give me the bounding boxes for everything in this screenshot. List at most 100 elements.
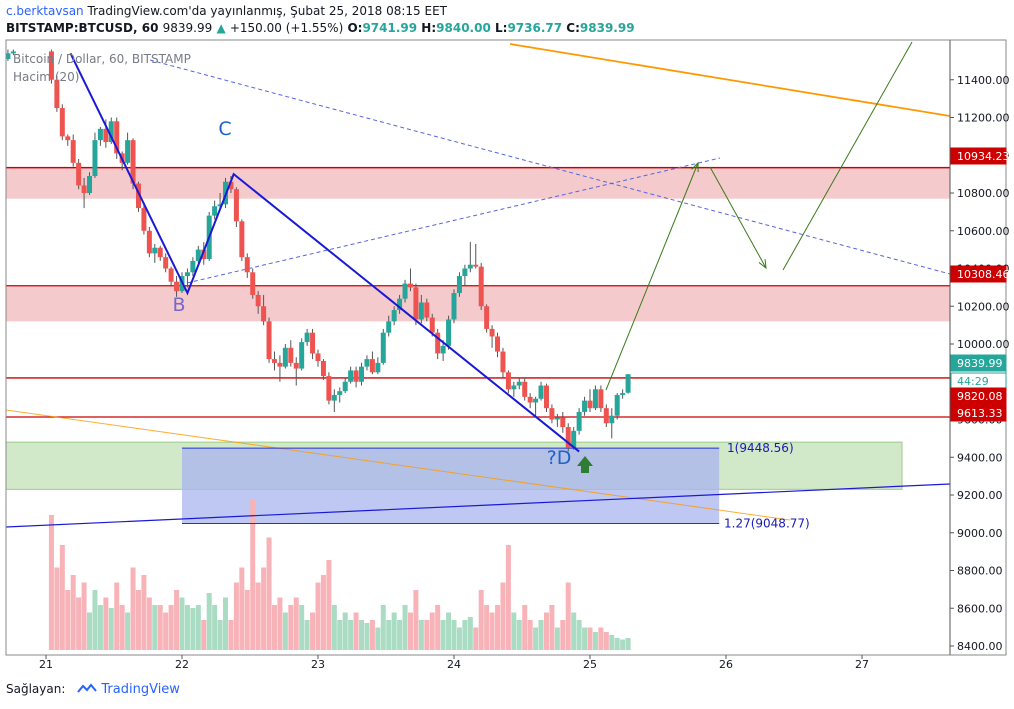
candle bbox=[190, 257, 196, 277]
candle bbox=[331, 389, 337, 412]
candle bbox=[402, 279, 408, 303]
plot-area: B C ?D 1(9448.56) 1.27(9048.77) bbox=[6, 41, 950, 650]
volume-bar bbox=[337, 620, 343, 650]
candle bbox=[489, 325, 495, 348]
candle-body bbox=[108, 121, 114, 143]
candle-body bbox=[304, 332, 310, 343]
volume-bar bbox=[424, 620, 430, 650]
candle-body bbox=[6, 53, 11, 59]
volume-bar bbox=[473, 627, 479, 650]
candle bbox=[157, 245, 163, 261]
candle bbox=[59, 104, 65, 141]
candle bbox=[233, 187, 239, 227]
brand-link[interactable]: TradingView bbox=[101, 681, 180, 697]
footer: Sağlayan: TradingView bbox=[6, 680, 180, 698]
volume-bar bbox=[195, 605, 201, 650]
candle bbox=[484, 304, 490, 333]
candle-body bbox=[473, 264, 479, 267]
candle-body bbox=[103, 128, 109, 143]
candle-body bbox=[195, 249, 201, 261]
candle bbox=[543, 383, 549, 412]
candle bbox=[168, 266, 174, 286]
candle bbox=[587, 389, 593, 412]
projection-arrow-down-head bbox=[758, 258, 767, 270]
tradingview-logo-icon bbox=[77, 683, 98, 693]
x-tick-label: 21 bbox=[39, 658, 53, 671]
candle-body bbox=[571, 430, 577, 448]
candle-body bbox=[495, 336, 501, 352]
candle-body bbox=[184, 272, 190, 277]
y-tick-label: 9400.00 bbox=[957, 451, 1003, 464]
candle bbox=[65, 134, 71, 146]
candle bbox=[87, 172, 93, 195]
candle-body bbox=[456, 276, 462, 294]
candle bbox=[467, 242, 473, 273]
candle bbox=[391, 306, 397, 326]
volume-bar bbox=[516, 620, 522, 650]
volume-bar bbox=[500, 582, 506, 650]
volume-bar bbox=[391, 612, 397, 650]
volume-bar bbox=[582, 627, 588, 650]
volume-bar bbox=[348, 620, 354, 650]
candle bbox=[315, 349, 321, 367]
volume-bar bbox=[304, 620, 310, 650]
candle bbox=[184, 268, 190, 288]
price-axis-label: 9820.08 bbox=[957, 390, 1003, 403]
zone-blue-3 bbox=[182, 448, 720, 524]
volume-bar bbox=[277, 597, 283, 650]
volume-bar bbox=[174, 590, 180, 650]
volume-bar bbox=[288, 605, 294, 650]
y-tick-label: 9000.00 bbox=[957, 527, 1003, 540]
candle bbox=[380, 328, 386, 365]
volume-bar bbox=[440, 620, 446, 650]
candle bbox=[135, 181, 141, 212]
candle-body bbox=[288, 347, 294, 363]
candle-body bbox=[125, 140, 131, 163]
volume-bar bbox=[467, 617, 473, 650]
close-value: 9839.99 bbox=[579, 21, 635, 35]
candle-body bbox=[168, 268, 174, 282]
volume-bar bbox=[451, 620, 457, 650]
candle-body bbox=[92, 140, 98, 177]
volume-bar bbox=[522, 605, 528, 650]
candle-body bbox=[592, 389, 598, 409]
volume-bar bbox=[157, 605, 163, 650]
volume-bar bbox=[435, 605, 441, 650]
orange-trendline bbox=[509, 43, 950, 117]
volume-bar bbox=[266, 537, 272, 650]
volume-bar bbox=[97, 605, 103, 650]
candle-body bbox=[315, 353, 321, 361]
volume-bar bbox=[484, 605, 490, 650]
author-link[interactable]: c.berktavsan bbox=[6, 4, 84, 18]
volume-bar bbox=[217, 620, 223, 650]
candle bbox=[114, 117, 120, 160]
volume-bar bbox=[587, 627, 593, 650]
candle-body bbox=[10, 51, 16, 54]
volume-bar bbox=[179, 597, 185, 650]
volume-bar bbox=[359, 620, 365, 650]
candle-body bbox=[549, 408, 555, 420]
volume-bar bbox=[315, 582, 321, 650]
candle-body bbox=[342, 381, 348, 392]
volume-bar bbox=[402, 605, 408, 650]
candle-body bbox=[114, 121, 120, 154]
candle bbox=[456, 272, 462, 297]
high-value: 9840.00 bbox=[436, 21, 491, 35]
candle bbox=[500, 347, 506, 378]
volume-bar bbox=[614, 638, 620, 650]
candle bbox=[282, 344, 288, 369]
candle bbox=[511, 381, 517, 397]
candle-body bbox=[266, 321, 272, 360]
abcd-pattern-line bbox=[69, 52, 580, 453]
candle-body bbox=[576, 411, 582, 431]
candle bbox=[163, 253, 169, 273]
candle bbox=[326, 372, 332, 405]
candle-body bbox=[429, 317, 435, 333]
candle-body bbox=[54, 79, 60, 109]
volume-bar bbox=[386, 620, 392, 650]
volume-bar bbox=[418, 620, 424, 650]
candle-body bbox=[271, 359, 277, 363]
volume-bar bbox=[119, 605, 125, 650]
volume-bar bbox=[549, 605, 555, 650]
